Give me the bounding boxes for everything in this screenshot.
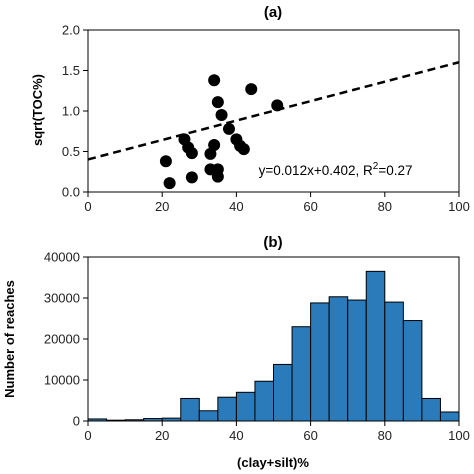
panel-b-x-tick-label: 80 xyxy=(378,428,392,443)
panel-b-x-axis-label: (clay+silt)% xyxy=(237,455,309,470)
regression-line xyxy=(87,61,460,161)
histogram-bar xyxy=(328,296,349,422)
panel-a-y-tick-label: 2.0 xyxy=(62,23,80,38)
histogram-bar xyxy=(365,270,386,422)
scatter-point xyxy=(163,177,176,190)
histogram-bar xyxy=(180,397,200,422)
scatter-point xyxy=(215,109,228,122)
histogram-bar xyxy=(198,410,219,422)
panel-a-x-tick-label: 20 xyxy=(155,199,169,214)
panel-a-x-tick-label: 60 xyxy=(303,199,317,214)
regression-equation-label: y=0.012x+0.402, R2=0.27 xyxy=(259,161,413,178)
panel-b-title: (b) xyxy=(263,234,282,251)
histogram-bar xyxy=(384,301,404,422)
scatter-point xyxy=(245,83,258,96)
histogram-bar xyxy=(217,396,237,422)
scatter-point xyxy=(185,147,198,160)
panel-b-x-tick-label: 20 xyxy=(155,428,169,443)
panel-a-y-tick-label: 0.5 xyxy=(62,144,80,159)
panel-a-scatter: (a) sqrt(TOC%) 0 20 40 60 80 100 0.0 0.5 1.0 1.5 2… xyxy=(30,4,470,214)
scatter-point xyxy=(211,96,224,109)
panel-b-y-axis-label: Number of reaches xyxy=(2,280,17,398)
panel-a-plot-frame xyxy=(87,29,460,193)
panel-b-x-tick-label: 100 xyxy=(448,428,470,443)
panel-b-y-tick-label: 10000 xyxy=(44,373,80,388)
panel-a-y-tick-label: 1.0 xyxy=(62,104,80,119)
histogram-bar xyxy=(291,326,312,422)
panel-b-y-tick-label: 20000 xyxy=(44,332,80,347)
panel-b-y-tick-label: 0 xyxy=(73,414,80,429)
panel-b-y-tick-label: 40000 xyxy=(44,250,80,265)
panel-a-x-tick-label: 0 xyxy=(84,199,91,214)
scatter-point xyxy=(159,155,172,168)
panel-b-x-tick-label: 40 xyxy=(229,428,243,443)
panel-a-y-tick-label: 0.0 xyxy=(62,185,80,200)
panel-a-x-tick-label: 40 xyxy=(229,199,243,214)
panel-a-y-tick-label: 1.5 xyxy=(62,63,80,78)
histogram-bar xyxy=(310,302,330,422)
histogram-bar xyxy=(235,391,256,422)
panel-b-x-tick-label: 60 xyxy=(303,428,317,443)
panel-b-x-tick-label: 0 xyxy=(84,428,91,443)
histogram-bar xyxy=(347,299,367,422)
scatter-point xyxy=(222,122,235,135)
panel-a-x-tick-label: 80 xyxy=(378,199,392,214)
histogram-bar xyxy=(254,380,274,422)
panel-b-histogram: (b) Number of reaches (clay+silt)% 0 20 40… xyxy=(2,234,470,470)
panel-a-y-axis-label: sqrt(TOC%) xyxy=(30,74,45,146)
scatter-point xyxy=(208,74,221,87)
panel-b-plot-frame xyxy=(87,256,460,422)
panel-b-y-tick-label: 30000 xyxy=(44,291,80,306)
scatter-point xyxy=(211,170,224,183)
histogram-bar xyxy=(273,363,293,422)
histogram-bar xyxy=(439,411,460,422)
scatter-point xyxy=(185,171,198,184)
histogram-bar xyxy=(421,397,441,422)
panel-a-title: (a) xyxy=(264,4,282,21)
panel-a-x-tick-label: 100 xyxy=(448,199,470,214)
scatter-point xyxy=(208,139,221,152)
histogram-bar xyxy=(402,320,423,422)
scatter-point xyxy=(237,143,250,156)
